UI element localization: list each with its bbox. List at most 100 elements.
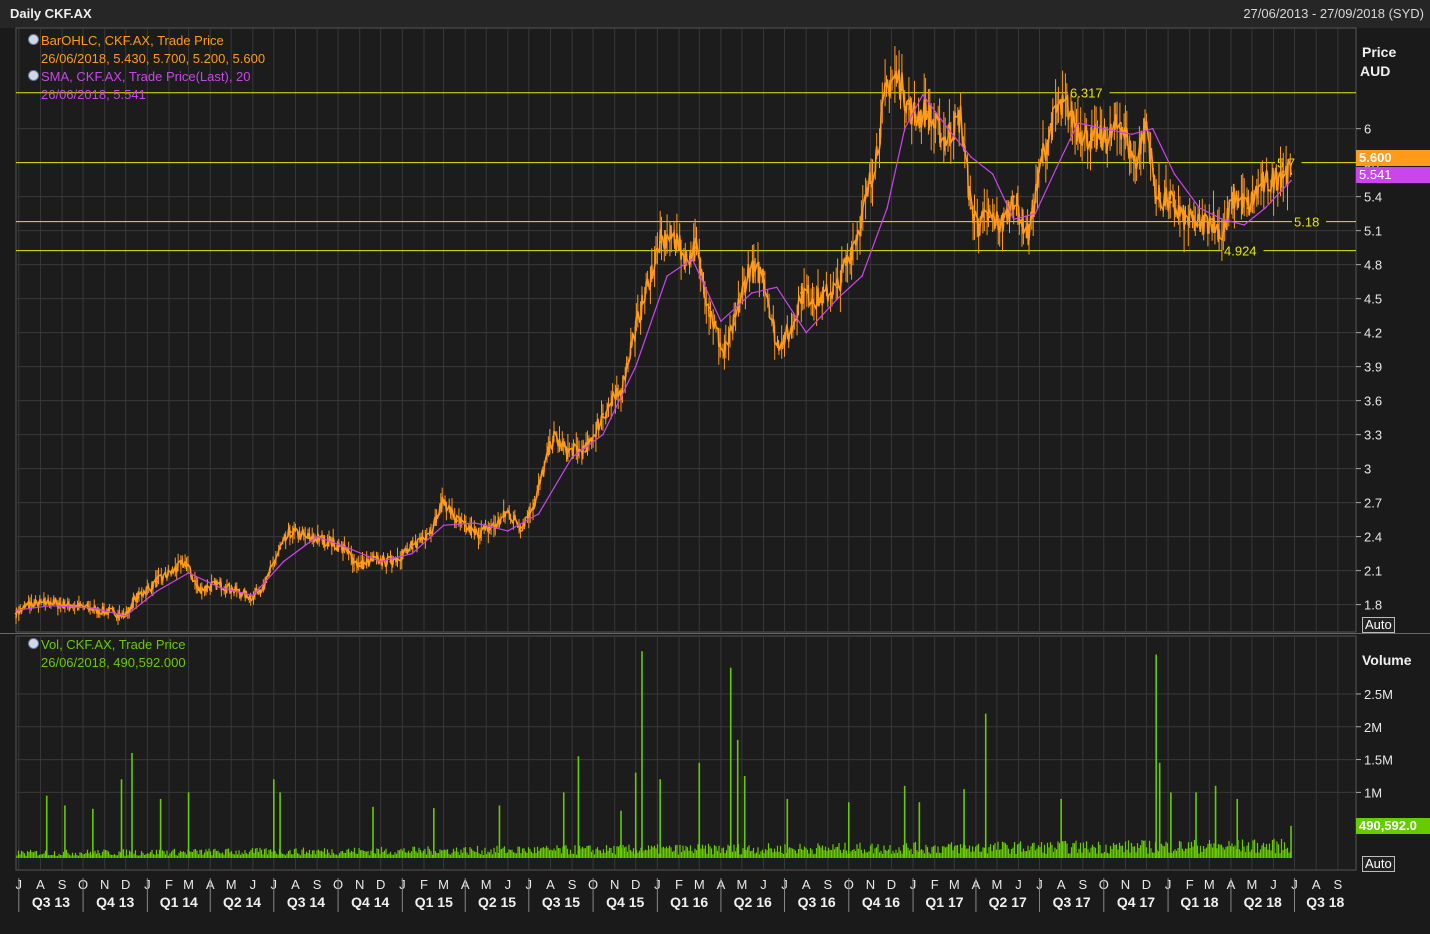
price-point: [1210, 218, 1214, 221]
price-point: [1272, 178, 1275, 181]
legend-ohlc-values: 26/06/2018, 5.430, 5.700, 5.200, 5.600: [41, 51, 266, 66]
quarter-label: Q1 16: [670, 894, 708, 910]
volume-spike: [272, 779, 275, 858]
price-point: [566, 450, 569, 453]
price-point: [1055, 110, 1058, 113]
volume-spike: [786, 798, 789, 858]
sma-point: [571, 456, 573, 459]
quarter-label: Q2 17: [989, 894, 1027, 910]
month-tick-label: A: [546, 877, 555, 892]
legend-ohlc-icon[interactable]: [28, 34, 39, 45]
month-tick-label: M: [183, 877, 194, 892]
month-tick-label: N: [355, 877, 364, 892]
sma-point: [991, 173, 994, 175]
sma-point: [750, 292, 753, 294]
month-tick-label: D: [1142, 877, 1151, 892]
month-tick-label: S: [568, 877, 577, 892]
last-price-badge: 5.600: [1356, 150, 1430, 166]
price-point: [733, 322, 736, 325]
sma-point: [861, 275, 863, 277]
price-point: [601, 413, 605, 416]
price-point: [1183, 218, 1187, 221]
month-tick-label: M: [438, 877, 449, 892]
volume-bars-base: [16, 838, 1292, 858]
month-tick-label: A: [36, 877, 45, 892]
quarter-label: Q1 14: [160, 894, 198, 910]
price-point: [184, 561, 187, 564]
sma-point: [970, 156, 972, 158]
month-tick-label: J: [505, 877, 512, 892]
price-point: [134, 596, 137, 600]
price-point: [289, 530, 292, 534]
volume-tick-label: 2.5M: [1364, 687, 1393, 702]
price-point: [672, 235, 676, 238]
volume-spike: [1170, 792, 1172, 858]
price-tick-label: 2.7: [1364, 496, 1382, 511]
sma-point: [1173, 173, 1176, 175]
price-point: [49, 601, 52, 604]
month-tick-label: F: [931, 877, 939, 892]
month-tick-label: S: [313, 877, 322, 892]
legend-ohlc[interactable]: BarOHLC, CKF.AX, Trade Price: [28, 33, 224, 48]
month-tick-label: M: [991, 877, 1002, 892]
quarter-label: Q2 18: [1244, 894, 1282, 910]
sma-point: [442, 524, 445, 527]
price-point: [197, 588, 200, 592]
price-point: [1221, 235, 1224, 238]
title-bar: Daily CKF.AX 27/06/2013 - 27/09/2018 (SY…: [0, 0, 1430, 28]
month-tick-label: N: [610, 877, 619, 892]
quarter-label: Q3 13: [32, 894, 70, 910]
volume-spike: [432, 808, 435, 858]
volume-spike: [1236, 798, 1239, 858]
price-point: [519, 526, 523, 529]
month-tick-label: N: [1121, 877, 1130, 892]
price-point: [658, 240, 662, 244]
volume-tick-label: 1M: [1364, 785, 1382, 800]
price-point: [959, 116, 962, 119]
reference-label-bg: [1292, 213, 1326, 229]
price-point: [1134, 161, 1137, 164]
sma-point: [886, 207, 889, 209]
legend-volume-icon[interactable]: [28, 638, 39, 649]
price-point: [1289, 172, 1293, 176]
sma-point: [507, 530, 509, 532]
last-volume-badge: 490,592.0: [1356, 818, 1430, 834]
volume-spike: [736, 739, 739, 858]
price-point: [1198, 223, 1201, 227]
sma-point: [537, 513, 540, 515]
price-point: [389, 560, 392, 563]
volume-spike: [743, 775, 746, 858]
month-tick-label: M: [949, 877, 960, 892]
volume-auto-scale-button[interactable]: Auto: [1362, 856, 1395, 872]
price-point: [1169, 201, 1173, 204]
price-axis-title: Price: [1362, 44, 1397, 60]
price-point: [27, 603, 30, 606]
month-tick-label: M: [1204, 877, 1215, 892]
price-axis-unit: AUD: [1360, 63, 1391, 79]
legend-sma-icon[interactable]: [28, 70, 39, 81]
volume-spike: [1060, 798, 1062, 858]
reference-label: 5.18: [1294, 215, 1319, 230]
sma-point: [1077, 122, 1079, 124]
month-tick-label: A: [802, 877, 811, 892]
sma-point: [666, 275, 668, 277]
price-auto-scale-button[interactable]: Auto: [1362, 617, 1395, 633]
sma-point: [1221, 218, 1224, 221]
month-tick-label: J: [760, 877, 767, 892]
legend-volume[interactable]: Vol, CKF.AX, Trade Price: [28, 637, 186, 652]
sma-point: [634, 365, 637, 368]
price-point: [630, 342, 633, 346]
price-point: [1246, 206, 1249, 210]
price-point: [174, 568, 177, 571]
price-tick-label: 4.2: [1364, 326, 1382, 341]
price-point: [886, 82, 889, 85]
volume-spike: [1155, 654, 1157, 858]
price-point: [746, 269, 750, 272]
legend-sma[interactable]: SMA, CKF.AX, Trade Price(Last), 20: [28, 69, 251, 84]
price-point: [707, 306, 711, 309]
volume-spike: [634, 772, 637, 858]
price-point: [914, 116, 918, 119]
price-point: [1145, 121, 1148, 125]
month-tick-label: D: [887, 877, 896, 892]
sma-point: [15, 609, 17, 612]
